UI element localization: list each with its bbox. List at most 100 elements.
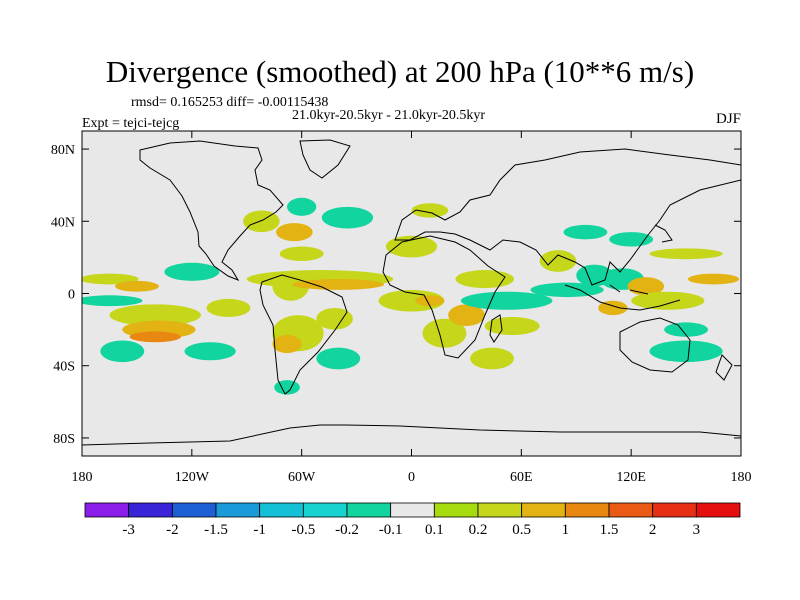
colorbar-swatch-9 [477,502,523,518]
coastline-africa [382,235,506,359]
field-patch-31 [484,316,540,336]
colorbar: -3 -2 -1.5 -1 -0.5 -0.2 -0.1 0.1 0.2 0.5 1 1.5 2 3 [84,502,741,538]
colorbar-label-0: -3 [122,522,135,538]
colorbar-label-12: 2 [649,522,657,538]
colorbar-label-5: -0.2 [335,522,359,538]
y-tick-label-1: 40N [51,215,75,230]
field-patch-19 [272,335,302,354]
field-patch-33 [539,250,577,272]
colorbar-swatch-5 [302,502,348,518]
colorbar-label-1: -2 [166,522,179,538]
stats-line: rmsd= 0.165253 diff= -0.00115438 [131,95,329,110]
field-patch-28 [448,304,485,326]
coastline-madagascar [489,314,503,343]
field-patch-14 [279,246,324,261]
colorbar-label-4: -0.5 [291,522,315,538]
field-patch-23 [385,235,438,258]
period-line: 21.0kyr-20.5kyr - 21.0kyr-20.5kyr [292,108,486,123]
coastline-south-america [259,274,348,395]
field-patch-24 [411,203,449,218]
field-patch-42 [649,248,723,260]
field-patch-9 [206,298,251,317]
coastline-antarctica [82,424,741,446]
field-patch-13 [321,206,374,229]
coastline-europe-asia [394,148,741,286]
coastlines [82,139,741,446]
x-tick-label-2: 60W [288,470,316,485]
colorbar-swatch-1 [128,502,173,518]
field-patch-6 [129,331,181,343]
colorbar-label-7: 0.1 [425,522,444,538]
colorbar-label-2: -1.5 [204,522,228,538]
colorbar-swatch-13 [652,502,697,518]
y-tick-label-4: 80S [53,432,75,447]
colorbar-swatch-8 [433,502,479,518]
season-label: DJF [715,111,741,127]
x-tick-label-4: 60E [510,470,533,485]
field-patch-12 [287,197,317,216]
x-tick-label-6: 180 [731,470,752,485]
colorbar-label-10: 1 [562,522,570,538]
field-patch-27 [422,318,467,348]
x-tick-label-3: 0 [408,470,415,485]
y-tick-label-0: 80N [51,143,75,158]
field-patch-0 [82,273,139,285]
colorbar-label-13: 3 [693,522,701,538]
field-patch-34 [563,224,608,240]
colorbar-label-3: -1 [253,522,266,538]
x-tick-label-1: 120W [175,470,210,485]
field-patch-44 [664,322,709,337]
x-tick-label-0: 180 [72,470,93,485]
coastline-indonesia [564,284,681,311]
colorbar-swatch-11 [564,502,610,518]
colorbar-label-9: 0.5 [512,522,531,538]
colorbar-swatch-4 [259,502,304,518]
y-tick-label-3: 40S [53,360,75,375]
field-patch-38 [598,300,628,316]
colorbar-swatch-6 [346,502,392,518]
field-patch-25 [378,289,445,312]
coastline-australia [619,317,691,373]
field-patch-29 [455,270,515,289]
field-patch-21 [316,347,361,370]
axis-ticks: 180 120W 60W 0 60E 120E 180 80N 40N 0 40S 80S [51,131,752,485]
field-patch-3 [164,262,220,281]
coastline-greenland [299,139,351,179]
field-patch-32 [470,347,515,370]
colorbar-swatch-12 [608,502,654,518]
field-patch-4 [109,304,201,326]
field-patch-1 [114,280,159,292]
field-patch-7 [100,340,145,363]
field-patch-20 [316,307,353,330]
field-patch-40 [631,291,705,310]
divergence-field [82,197,740,395]
coastline-new-zealand [715,354,733,381]
coastline-japan [654,224,673,243]
colorbar-swatch-14 [695,502,741,518]
colorbar-label-11: 1.5 [600,522,619,538]
field-patch-11 [276,223,313,242]
experiment-label: Expt = tejci-tejcg [82,116,180,131]
y-tick-label-2: 0 [68,288,75,303]
field-patch-26 [415,295,445,307]
colorbar-swatch-3 [215,502,261,518]
field-patch-10 [243,210,280,233]
colorbar-swatch-0 [84,502,130,518]
colorbar-label-8: 0.2 [469,522,488,538]
colorbar-swatch-7 [390,502,435,518]
coastline-north-america [139,140,284,282]
field-patch-41 [609,232,654,247]
field-patch-45 [649,340,723,363]
field-patch-30 [460,291,553,310]
colorbar-swatch-10 [521,502,566,518]
field-patch-43 [687,273,740,285]
x-tick-label-5: 120E [616,470,646,485]
colorbar-label-6: -0.1 [379,522,403,538]
field-patch-39 [627,277,665,296]
colorbar-swatch-2 [171,502,217,518]
chart-title: Divergence (smoothed) at 200 hPa (10**6 … [105,54,695,89]
field-patch-17 [292,279,385,290]
field-patch-2 [82,295,143,307]
field-patch-8 [184,342,236,361]
